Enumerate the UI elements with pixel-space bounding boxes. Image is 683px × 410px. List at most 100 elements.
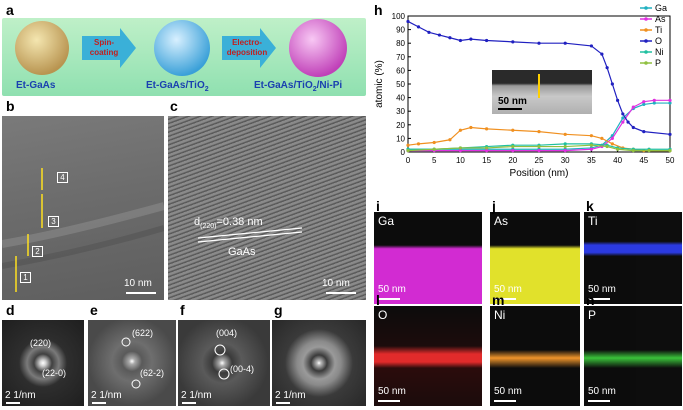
- series-point-o: [605, 66, 609, 70]
- x-tick-label: 30: [561, 156, 570, 165]
- legend-label-ni: Ni: [655, 47, 664, 57]
- series-point-p: [668, 149, 672, 153]
- legend-label-ti: Ti: [655, 25, 662, 35]
- series-point-as: [610, 136, 614, 140]
- series-point-o: [416, 25, 421, 29]
- legend-label-p: P: [655, 58, 661, 68]
- y-tick-label: 0: [401, 148, 406, 157]
- eds-scale-bar: [588, 400, 610, 402]
- legend-label-as: As: [655, 14, 666, 24]
- arrow2-label: Electro-deposition: [226, 38, 268, 57]
- scale-bar-f: [182, 402, 196, 404]
- series-point-as: [621, 120, 625, 124]
- series-point-o: [610, 82, 614, 86]
- series-point-ti: [416, 142, 421, 146]
- sphere-et-gaas: [15, 21, 69, 75]
- series-point-o: [616, 98, 620, 102]
- series-point-as: [631, 105, 635, 109]
- series-point-as: [652, 98, 656, 102]
- series-point-o: [406, 19, 410, 24]
- panel-label-f: f: [180, 302, 185, 318]
- series-point-o: [511, 40, 515, 44]
- eds-scale-bar: [588, 298, 610, 300]
- panel-label-k: k: [586, 198, 594, 214]
- series-point-o: [626, 120, 630, 124]
- eds-scale-bar: [494, 298, 516, 300]
- scale-bar-d: [6, 402, 20, 404]
- legend-marker-as: [644, 17, 648, 21]
- series-point-ti: [406, 143, 410, 147]
- series-point-ti: [448, 138, 452, 142]
- eds-element-label: P: [588, 308, 597, 322]
- arrow-electro-deposition: [222, 28, 276, 68]
- y-tick-label: 80: [396, 39, 405, 48]
- y-tick-label: 20: [396, 121, 405, 130]
- y-tick-label: 10: [396, 134, 405, 143]
- series-point-as: [458, 149, 462, 153]
- y-tick-label: 40: [396, 94, 405, 103]
- interface-layers-svg: [2, 168, 164, 292]
- y-tick-label: 30: [396, 107, 405, 116]
- scale-bar-g: [276, 402, 290, 404]
- eds-scale-text: 50 nm: [588, 386, 616, 397]
- series-point-o: [448, 36, 452, 40]
- series-point-o: [589, 44, 593, 48]
- eds-element-label: O: [378, 308, 388, 322]
- scale-text-c: 10 nm: [322, 278, 350, 289]
- eds-map-ni: Ni 50 nm: [490, 306, 580, 406]
- legend-label-o: O: [655, 36, 662, 46]
- series-point-as: [485, 149, 489, 153]
- series-point-p: [432, 147, 436, 151]
- name-et-gaas: Et-GaAs: [16, 80, 56, 91]
- d-spacing-label: d(220)=0.38 nm: [194, 216, 263, 231]
- series-point-ti: [537, 130, 541, 134]
- arrow-spin-coating: [82, 28, 136, 68]
- panel-label-c: c: [170, 98, 178, 114]
- series-point-ti: [589, 134, 593, 138]
- series-point-o: [563, 41, 567, 45]
- eds-scale-bar: [494, 400, 516, 402]
- legend-marker-p: [644, 61, 648, 65]
- eds-scale-text: 50 nm: [378, 284, 406, 295]
- series-point-p: [406, 149, 410, 153]
- fft-f-circles: [214, 344, 230, 380]
- x-tick-label: 10: [456, 156, 465, 165]
- eds-map-p: P 50 nm: [584, 306, 682, 406]
- series-point-p: [537, 144, 541, 149]
- schematic-svg: [15, 19, 347, 77]
- series-point-p: [458, 146, 462, 150]
- series-point-ga: [621, 116, 625, 120]
- series-point-o: [537, 41, 541, 45]
- eds-map-as: As 50 nm: [490, 212, 580, 304]
- x-tick-label: 35: [587, 156, 596, 165]
- eds-element-label: Ni: [494, 308, 506, 322]
- panel-b-tem: 1 2 3 4 10 nm: [2, 116, 164, 300]
- arrow1-label: Spin-coating: [89, 38, 119, 57]
- panel-label-a: a: [6, 2, 14, 18]
- series-point-ti: [563, 132, 567, 136]
- series-point-o: [642, 130, 646, 134]
- spot-label-004: (004): [216, 328, 238, 338]
- scale-text-e: 2 1/nm: [91, 390, 122, 401]
- y-tick-label: 100: [392, 12, 406, 21]
- series-point-ti: [458, 128, 462, 132]
- panel-a-schematic: Spin-coating Electro-deposition Et-GaAs …: [2, 18, 366, 96]
- y-tick-label: 50: [396, 80, 405, 89]
- d-spacing-lines: [197, 227, 303, 243]
- series-point-p: [616, 147, 620, 151]
- spot-label-22-0: (22-0): [42, 368, 67, 378]
- region-marker-3: 3: [48, 216, 59, 227]
- series-point-as: [642, 100, 646, 104]
- eds-scale-text: 50 nm: [494, 386, 522, 397]
- eds-map-ti: Ti 50 nm: [584, 212, 682, 304]
- panel-label-g: g: [274, 302, 283, 318]
- series-point-p: [485, 146, 489, 150]
- series-point-o: [485, 38, 489, 43]
- x-tick-label: 50: [666, 156, 675, 165]
- sphere-et-gaas-tio2-nipi: [289, 19, 347, 77]
- x-tick-label: 15: [482, 156, 491, 165]
- scale-text-b: 10 nm: [124, 278, 152, 289]
- legend-marker-o: [644, 39, 648, 43]
- x-tick-label: 0: [406, 156, 411, 165]
- x-tick-label: 25: [535, 156, 544, 165]
